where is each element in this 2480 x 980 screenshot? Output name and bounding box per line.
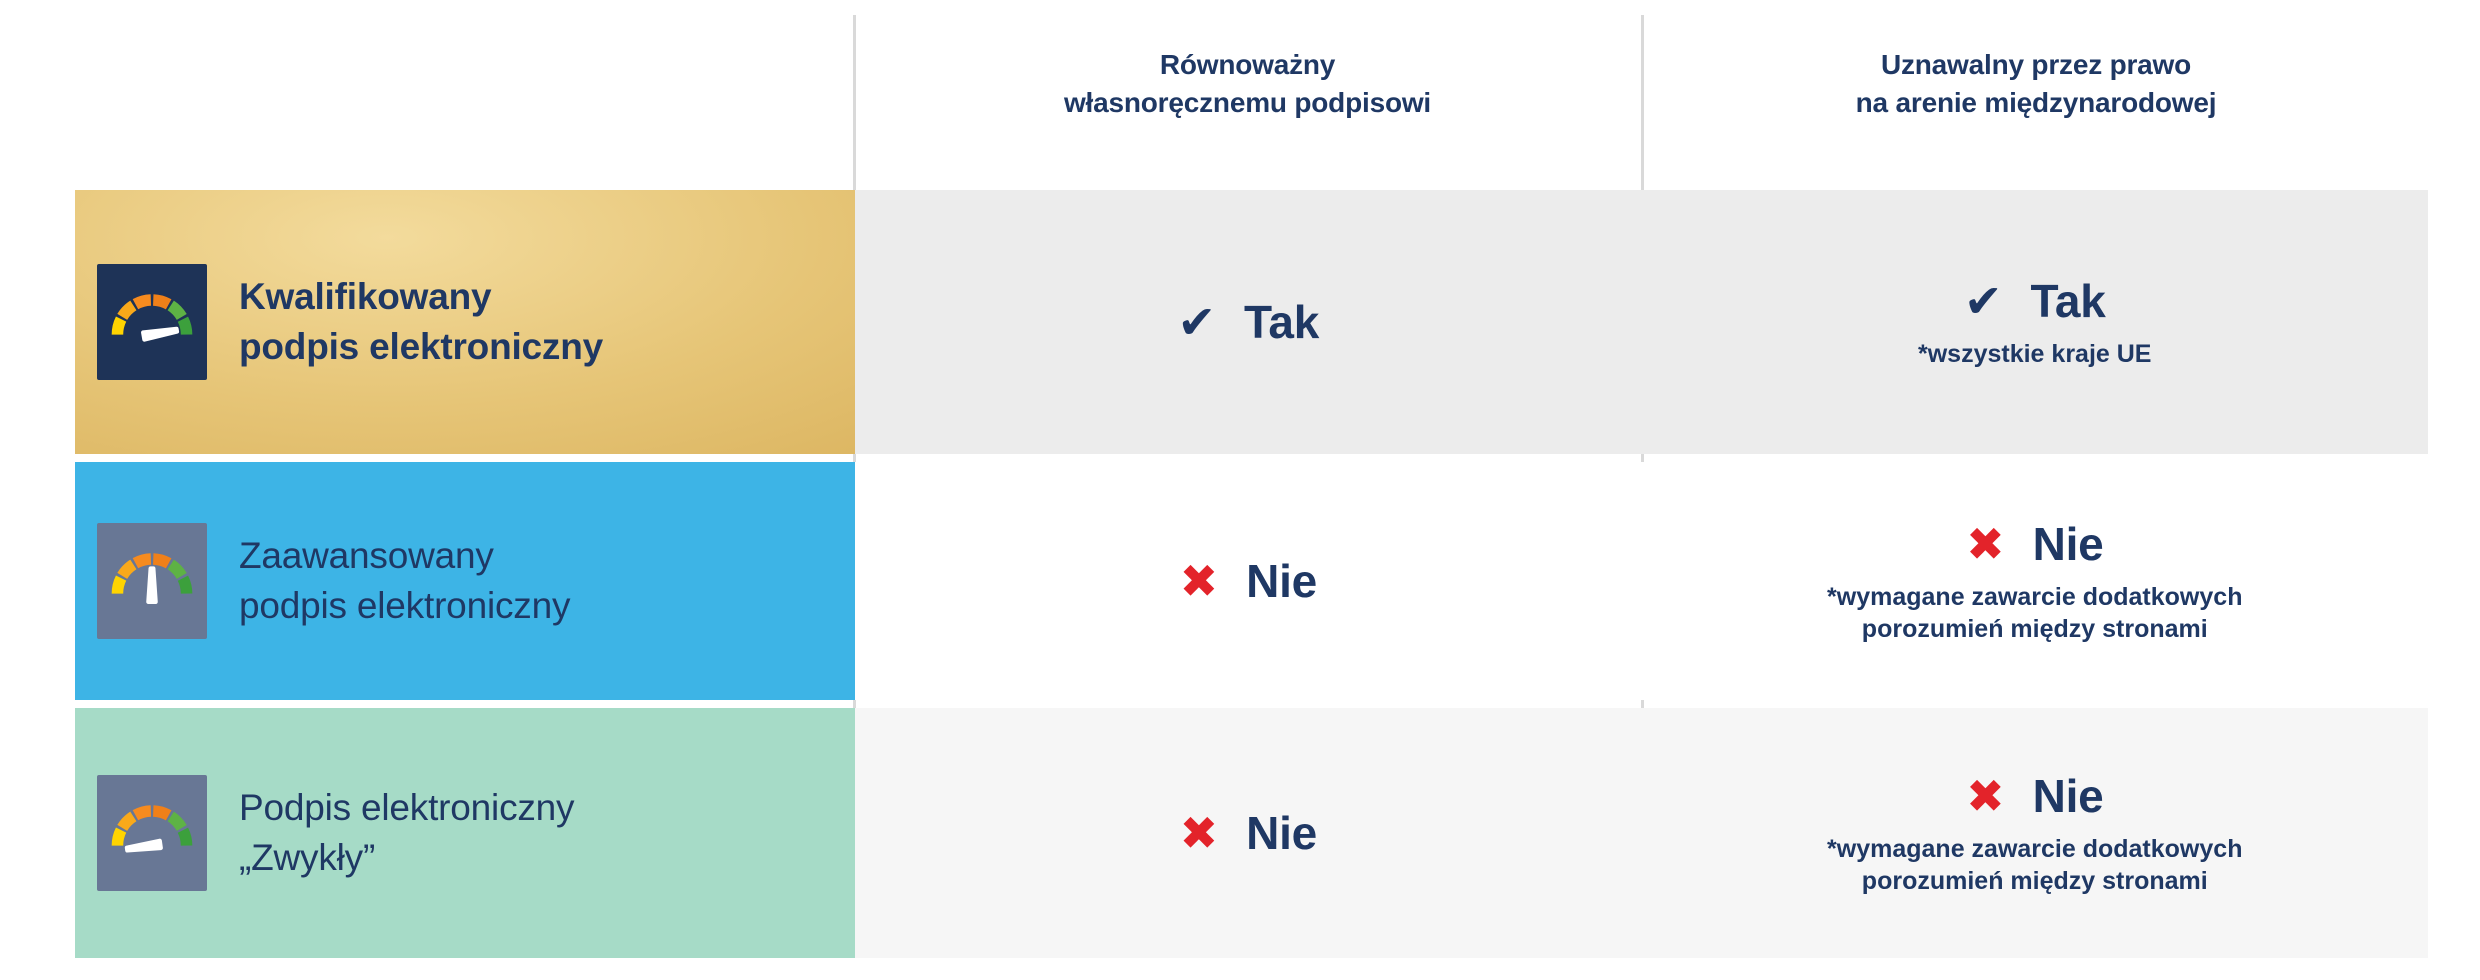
row-label: Kwalifikowany podpis elektroniczny <box>239 276 604 367</box>
table-row-advanced-signature: Zaawansowany podpis elektroniczny ✖ Nie … <box>75 462 2428 700</box>
verdict: ✖ Nie <box>1179 806 1318 860</box>
cell-simple-international: ✖ Nie *wymagane zawarcie dodatkowych por… <box>1641 708 2428 958</box>
verdict-text: Nie <box>2032 769 2104 822</box>
verdict-text: Tak <box>1244 296 1319 348</box>
cell-footnote: *wymagane zawarcie dodatkowych porozumie… <box>1827 834 2243 896</box>
row-label: Podpis elektroniczny „Zwykły” <box>239 787 575 878</box>
verdict-text: Nie <box>2032 517 2104 570</box>
column-header-handwritten-equivalent: Równoważny własnoręcznemu podpisowi <box>1063 49 1432 118</box>
verdict: ✖ Nie <box>1966 516 2104 571</box>
table-row-qualified-signature: Kwalifikowany podpis elektroniczny ✔ Tak… <box>75 190 2428 454</box>
cell-advanced-equivalent: ✖ Nie <box>855 462 1642 700</box>
cell-footnote: *wymagane zawarcie dodatkowych porozumie… <box>1827 582 2243 644</box>
cell-qualified-equivalent: ✔ Tak <box>855 190 1642 454</box>
verdict: ✖ Nie <box>1966 768 2104 823</box>
cell-footnote: *wszystkie kraje UE <box>1918 339 2152 368</box>
row-label: Zaawansowany podpis elektroniczny <box>239 535 571 626</box>
check-icon: ✔ <box>1177 295 1217 349</box>
cross-icon: ✖ <box>1966 768 2005 823</box>
verdict: ✖ Nie <box>1179 554 1318 608</box>
cell-simple-equivalent: ✖ Nie <box>855 708 1642 958</box>
gauge-medium-icon <box>97 523 207 639</box>
column-header-international-recognition: Uznawalny przez prawo na arenie międzyna… <box>1855 49 2217 118</box>
table-row-simple-signature: Podpis elektroniczny „Zwykły” ✖ Nie ✖ Ni… <box>75 708 2428 958</box>
cross-icon: ✖ <box>1179 806 1219 860</box>
verdict-text: Tak <box>2030 274 2106 327</box>
row-label-block: Zaawansowany podpis elektroniczny <box>75 462 855 700</box>
cell-advanced-international: ✖ Nie *wymagane zawarcie dodatkowych por… <box>1641 462 2428 700</box>
cross-icon: ✖ <box>1179 554 1219 608</box>
row-label-block: Kwalifikowany podpis elektroniczny <box>75 190 855 454</box>
gauge-low-icon <box>97 775 207 891</box>
verdict-text: Nie <box>1246 807 1317 859</box>
check-icon: ✔ <box>1964 273 2003 328</box>
verdict: ✔ Tak <box>1964 274 2106 328</box>
gauge-high-icon <box>97 264 207 380</box>
row-label-block: Podpis elektroniczny „Zwykły” <box>75 708 855 958</box>
cross-icon: ✖ <box>1966 516 2005 571</box>
verdict: ✔ Tak <box>1178 295 1320 349</box>
cell-qualified-international: ✔ Tak *wszystkie kraje UE <box>1641 190 2428 454</box>
verdict-text: Nie <box>1246 555 1317 607</box>
